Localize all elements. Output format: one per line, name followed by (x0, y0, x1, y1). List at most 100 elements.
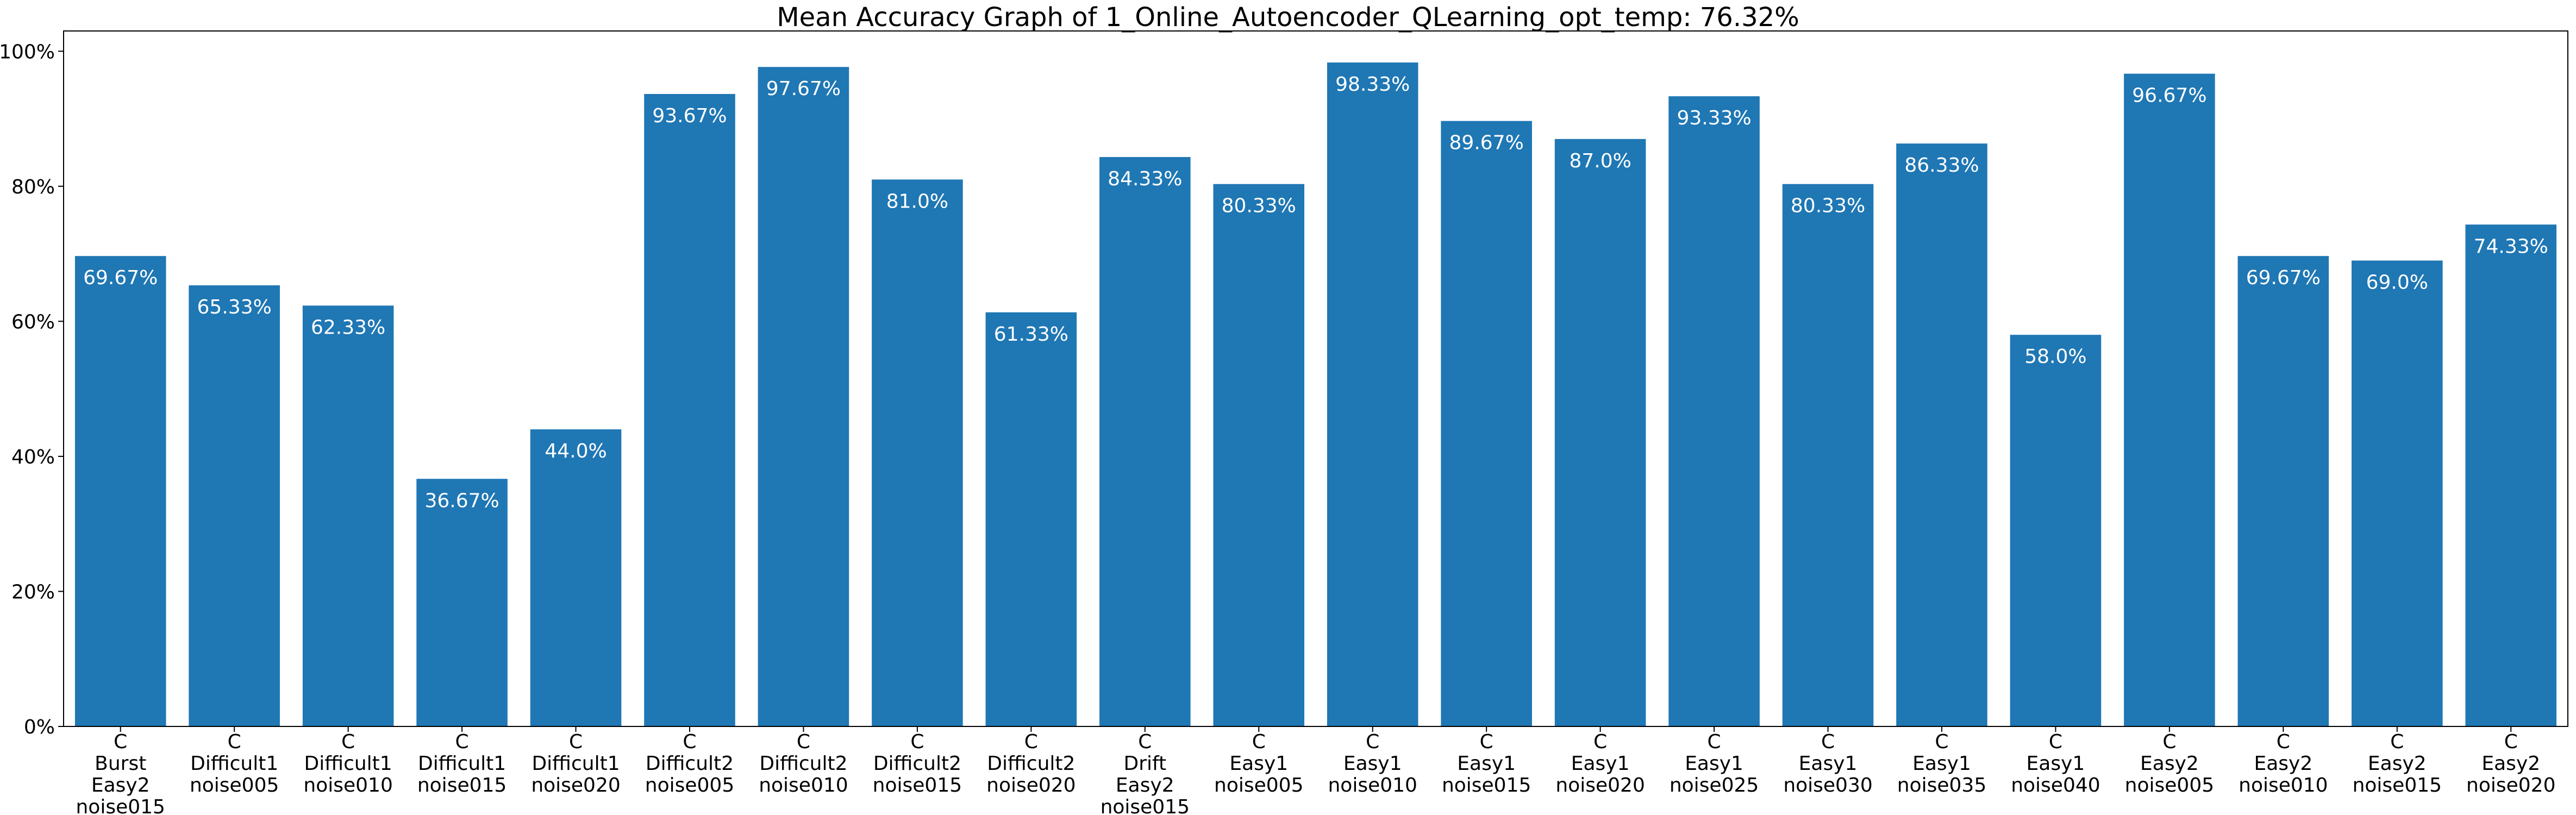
bar-5 (644, 93, 735, 727)
x-tick-label-line: noise040 (2011, 774, 2100, 797)
x-tick-label-17: C Easy1 noise040 (2011, 731, 2100, 797)
data-labels-layer: 69.67% 65.33% 62.33% 36.67% 44.0% 93.67% 97.67… (83, 73, 2548, 512)
x-tick-label-line: Difficult2 (646, 753, 734, 775)
x-tick-label-15: C Easy1 noise030 (1783, 731, 1872, 797)
x-tick-label-line: noise010 (1328, 774, 1417, 797)
x-tick-label-line: C (228, 731, 241, 753)
x-tick-label-line: C (1935, 731, 1948, 753)
bar-9 (1099, 157, 1191, 726)
x-tick-label-line: noise030 (1783, 774, 1872, 797)
x-tick-label-line: C (1593, 731, 1607, 753)
x-tick-label-line: Burst (95, 753, 146, 775)
x-tick-label-8: C Difficult2 noise020 (986, 731, 1076, 797)
x-tick-label-20: C Easy2 noise015 (2353, 731, 2442, 797)
x-tick-label-line: Difficult1 (532, 753, 620, 775)
y-tick-label-1: 20% (11, 581, 55, 603)
bar-1 (189, 285, 280, 726)
x-tick-label-6: C Difficult2 noise010 (759, 731, 848, 797)
x-tick-label-16: C Easy1 noise035 (1897, 731, 1986, 797)
bars-layer (74, 62, 2557, 727)
bar-17 (2010, 335, 2102, 726)
bar-20 (2352, 260, 2443, 726)
x-tick-label-line: Difficult1 (304, 753, 392, 775)
bar-value-label-1: 65.33% (197, 296, 272, 318)
bar-value-label-8: 61.33% (994, 323, 1068, 346)
y-tick-label-4: 80% (11, 176, 55, 198)
x-tick-label-line: noise005 (2125, 774, 2214, 797)
x-tick-label-line: C (1821, 731, 1835, 753)
x-tick-label-line: Easy1 (1457, 753, 1516, 775)
y-tick-label-3: 60% (11, 311, 55, 333)
x-tick-label-line: noise010 (303, 774, 392, 797)
bar-value-label-12: 89.67% (1449, 132, 1524, 154)
bar-7 (872, 179, 963, 726)
x-tick-label-line: Difficult1 (190, 753, 278, 775)
bar-value-label-16: 86.33% (1904, 154, 1979, 177)
bar-11 (1327, 62, 1418, 726)
x-tick-label-line: Easy1 (1571, 753, 1630, 775)
bar-0 (74, 256, 166, 726)
bar-14 (1668, 96, 1760, 726)
x-tick-label-line: C (2049, 731, 2062, 753)
bar-8 (985, 312, 1077, 726)
bar-value-label-13: 87.0% (1569, 150, 1631, 172)
x-tick-label-line: Difficult1 (418, 753, 506, 775)
x-tick-label-line: noise015 (1442, 774, 1531, 797)
bar-value-label-15: 80.33% (1791, 195, 1865, 217)
y-tick-label-5: 100% (0, 41, 55, 63)
x-tick-label-line: C (569, 731, 583, 753)
bar-2 (302, 305, 394, 726)
x-tick-label-line: noise005 (1214, 774, 1303, 797)
x-tick-label-line: noise025 (1670, 774, 1759, 797)
x-tick-label-line: C (1138, 731, 1152, 753)
x-tick-label-line: noise035 (1897, 774, 1986, 797)
bar-3 (416, 479, 508, 726)
x-tick-label-line: noise020 (531, 774, 620, 797)
x-tick-label-line: Difficult2 (987, 753, 1075, 775)
chart-title: Mean Accuracy Graph of 1_Online_Autoenco… (777, 2, 1799, 33)
bar-value-label-0: 69.67% (83, 267, 158, 289)
x-tick-label-line: noise005 (645, 774, 734, 797)
x-tick-label-line: noise020 (1555, 774, 1645, 797)
x-tick-label-line: noise015 (1101, 796, 1190, 815)
x-tick-label-line: C (2162, 731, 2176, 753)
bar-21 (2465, 224, 2557, 726)
bar-12 (1441, 121, 1532, 726)
x-tick-label-line: Easy2 (1116, 774, 1174, 797)
bar-value-label-5: 93.67% (652, 105, 727, 127)
x-tick-label-line: C (797, 731, 810, 753)
x-tick-label-line: C (1480, 731, 1493, 753)
x-tick-label-line: C (2504, 731, 2518, 753)
x-tick-label-line: C (455, 731, 469, 753)
plot-area-frame (63, 30, 2568, 727)
bar-value-label-11: 98.33% (1335, 73, 1410, 96)
bar-value-label-21: 74.33% (2474, 235, 2548, 258)
x-tick-label-line: Easy1 (1685, 753, 1743, 775)
bar-value-label-18: 96.67% (2132, 85, 2206, 107)
x-tick-label-line: C (1366, 731, 1379, 753)
x-tick-label-14: C Easy1 noise025 (1670, 731, 1759, 797)
x-tick-label-0: C Burst Easy2 noise015 (76, 731, 165, 815)
x-tick-label-18: C Easy2 noise005 (2125, 731, 2214, 797)
bar-10 (1213, 184, 1305, 727)
bar-4 (530, 429, 622, 726)
bar-value-label-4: 44.0% (545, 440, 607, 462)
x-tick-label-line: Easy1 (2027, 753, 2085, 775)
bar-value-label-20: 69.0% (2366, 272, 2428, 294)
x-tick-label-7: C Difficult2 noise015 (873, 731, 962, 797)
x-tick-label-line: C (114, 731, 127, 753)
x-tick-label-line: C (1252, 731, 1266, 753)
x-tick-label-line: C (2390, 731, 2404, 753)
x-tick-label-line: C (683, 731, 696, 753)
x-tick-label-line: C (1708, 731, 1721, 753)
x-tick-label-line: Easy2 (91, 774, 150, 797)
x-tick-label-19: C Easy2 noise010 (2239, 731, 2328, 797)
x-tick-label-11: C Easy1 noise010 (1328, 731, 1417, 797)
x-tick-label-12: C Easy1 noise015 (1442, 731, 1531, 797)
bar-value-label-3: 36.67% (424, 490, 499, 512)
y-tick-label-2: 40% (11, 446, 55, 468)
x-tick-label-3: C Difficult1 noise015 (417, 731, 507, 797)
x-tick-label-21: C Easy2 noise020 (2466, 731, 2555, 797)
